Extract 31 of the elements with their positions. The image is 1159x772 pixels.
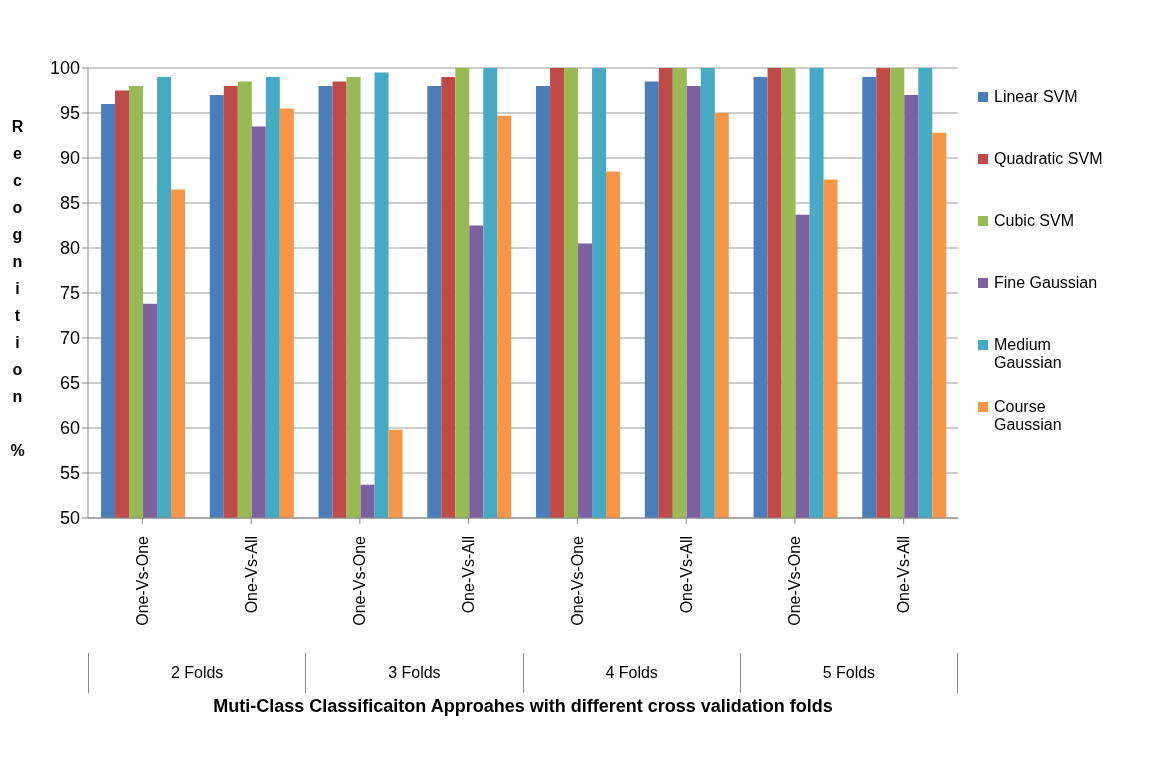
text: 3 Folds (305, 653, 523, 693)
text: 4 Folds (522, 653, 740, 693)
y-tick-label: 65 (59, 373, 80, 394)
y-tick-label: 100 (49, 58, 80, 79)
legend-label: Medium Gaussian (994, 336, 1063, 372)
y-tick-label: 90 (59, 148, 80, 169)
legend-label: Quadratic SVM (994, 150, 1104, 168)
text: 2 Folds (88, 653, 306, 693)
y-tick-label: 70 (59, 328, 80, 349)
x-tick-label: One-Vs-All (460, 536, 478, 614)
legend-label: Course Gaussian (994, 398, 1063, 434)
x-tick-label: One-Vs-All (895, 536, 913, 614)
x-tick-label: One-Vs-All (242, 536, 260, 614)
legend-label: Cubic SVM (994, 212, 1076, 230)
x-tick-label: One-Vs-One (786, 535, 804, 626)
y-axis-title: Recognition % (8, 118, 26, 469)
x-tick-label: One-Vs-All (677, 536, 695, 614)
y-tick-label: 50 (59, 508, 80, 529)
x-tick-label: One-Vs-One (568, 535, 586, 626)
y-tick-label: 85 (59, 193, 80, 214)
y-tick-label: 75 (59, 283, 80, 304)
legend-label: Linear SVM (994, 88, 1079, 106)
legend-label: Fine Gaussian (994, 274, 1099, 292)
y-tick-label: 55 (59, 463, 80, 484)
x-axis-title: Muti-Class Classificaiton Approahes with different cross validation folds (212, 696, 834, 717)
text: 5 Folds (739, 653, 958, 693)
x-tick-label: One-Vs-One (351, 535, 369, 626)
y-tick-label: 80 (59, 238, 80, 259)
x-tick-label: One-Vs-One (133, 535, 151, 626)
y-tick-label: 60 (59, 418, 80, 439)
y-tick-label: 95 (59, 103, 80, 124)
